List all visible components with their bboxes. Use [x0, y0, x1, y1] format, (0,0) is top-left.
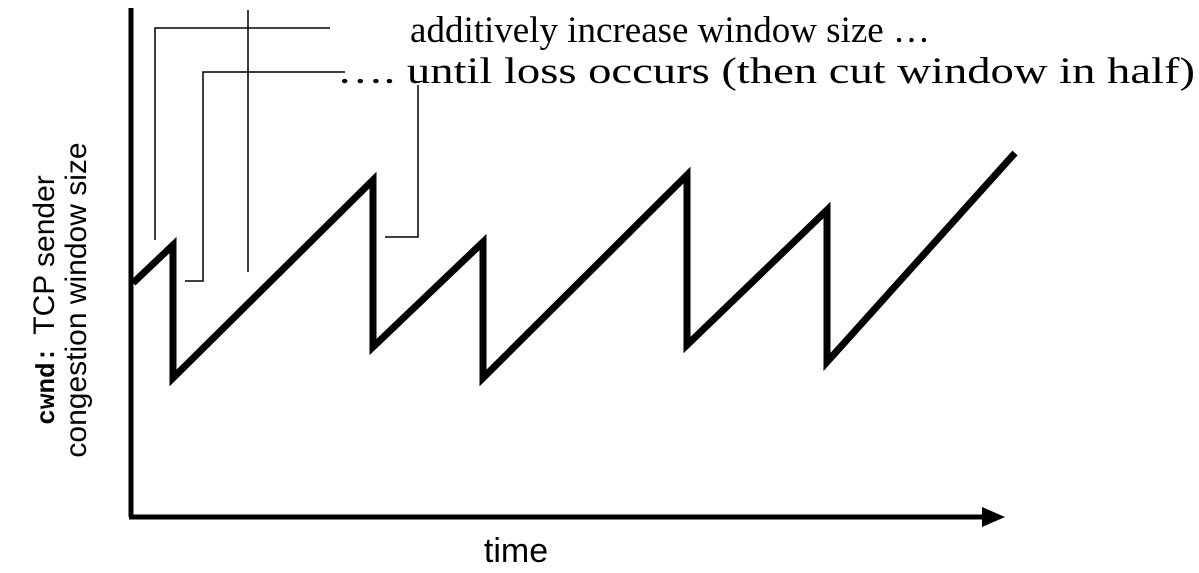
callouts — [154, 10, 419, 282]
annotation-increase: additively increase window size … — [410, 10, 930, 51]
y-axis-variable: cwnd: — [32, 347, 62, 425]
annotation-loss: …. until loss occurs (then cut window in… — [337, 51, 1195, 92]
y-axis-label: cwnd: TCP sender — [28, 175, 62, 425]
axes — [128, 8, 985, 520]
y-axis-line2: congestion window size — [60, 142, 93, 457]
x-axis-arrow — [982, 507, 1005, 527]
cwnd-sawtooth — [130, 150, 1018, 387]
callout-line — [185, 71, 345, 282]
y-axis-line1: TCP sender — [28, 175, 61, 335]
callout-line — [385, 85, 419, 238]
callout-line — [154, 27, 330, 240]
x-axis-label: time — [484, 532, 548, 570]
